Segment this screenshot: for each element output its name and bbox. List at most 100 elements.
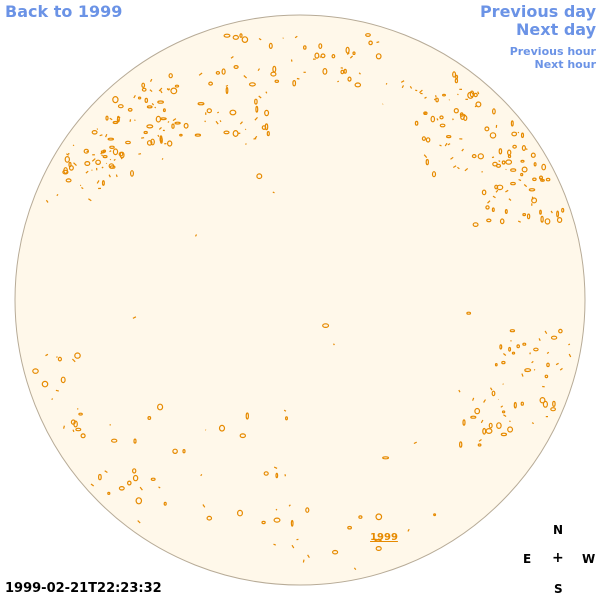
active-region-contour [556, 217, 563, 224]
previous-hour-link[interactable]: Previous hour [509, 45, 596, 58]
active-region-contour [499, 344, 503, 350]
active-region-contour [331, 54, 336, 59]
active-region-contour [117, 104, 124, 109]
active-region-contour [174, 121, 181, 125]
active-region-contour [568, 353, 572, 358]
active-region-contour [346, 52, 350, 55]
active-region-contour [442, 93, 447, 97]
active-region-contour [167, 120, 170, 123]
active-region-contour [41, 380, 49, 388]
active-region-contour [425, 137, 431, 143]
active-region-contour [75, 427, 82, 432]
active-region-contour [174, 84, 180, 88]
active-region-contour [70, 419, 76, 425]
active-region-contour [102, 155, 108, 159]
active-region-contour [118, 151, 124, 157]
active-region-contour [283, 409, 287, 412]
active-region-contour [470, 415, 477, 419]
active-region-contour [495, 189, 499, 193]
active-region-contour [510, 120, 514, 127]
active-region-contour [531, 197, 538, 204]
active-region-contour [155, 115, 162, 123]
active-region-contour [137, 96, 142, 100]
active-region-contour [67, 152, 70, 155]
previous-day-link[interactable]: Previous day [479, 2, 596, 21]
active-region-contour [528, 188, 536, 192]
active-region-contour [492, 195, 496, 199]
active-region-contour [498, 148, 503, 155]
active-region-contour [375, 53, 382, 60]
active-region-contour [45, 199, 49, 203]
next-hour-link[interactable]: Next hour [534, 58, 597, 71]
active-region-contour [523, 184, 528, 188]
active-region-contour [337, 80, 340, 83]
active-region-contour [272, 191, 275, 194]
active-region-contour [134, 119, 136, 122]
active-region-contour [320, 53, 326, 59]
year-link[interactable]: 1999 [370, 532, 398, 543]
active-region-contour [206, 108, 212, 114]
active-region-contour [143, 130, 148, 135]
active-region-contour [232, 130, 239, 138]
active-region-contour [225, 84, 229, 87]
active-region-contour [561, 207, 565, 213]
active-region-contour [292, 79, 297, 87]
active-region-contour [505, 168, 507, 171]
active-region-contour [486, 218, 492, 223]
back-to-year-link[interactable]: Back to 1999 [5, 2, 123, 21]
active-region-contour [494, 184, 499, 190]
active-region-contour [358, 515, 363, 519]
active-region-contour [102, 149, 107, 153]
active-region-contour [110, 438, 118, 443]
active-region-contour [423, 154, 428, 158]
active-region-contour [546, 351, 550, 354]
active-region-contour [425, 158, 429, 166]
active-region-contour [558, 328, 563, 334]
active-region-contour [459, 441, 463, 448]
active-region-contour [141, 87, 147, 92]
active-region-contour [365, 33, 371, 37]
active-region-contour [487, 200, 491, 204]
active-region-contour [520, 172, 524, 177]
active-region-contour [302, 45, 307, 50]
active-region-contour [158, 87, 163, 92]
active-region-contour [81, 186, 84, 190]
active-region-contour [472, 222, 479, 228]
active-region-contour [552, 400, 556, 407]
active-region-contour [62, 169, 69, 175]
active-region-contour [264, 109, 270, 117]
active-region-contour [450, 156, 454, 160]
active-region-contour [489, 387, 493, 391]
active-region-contour [542, 400, 549, 408]
active-region-contour [477, 91, 480, 95]
active-region-contour [229, 109, 237, 116]
active-region-contour [158, 126, 162, 130]
active-region-contour [223, 33, 231, 38]
active-region-contour [241, 36, 249, 43]
active-region-contour [171, 123, 175, 129]
active-region-contour [217, 111, 220, 114]
active-region-contour [255, 105, 259, 113]
active-region-contour [530, 152, 536, 158]
active-region-contour [503, 353, 507, 356]
active-region-contour [172, 448, 178, 454]
active-region-contour [72, 144, 75, 147]
active-region-contour [518, 178, 522, 182]
active-region-contour [457, 166, 460, 170]
compass-east-label: E [523, 552, 532, 566]
active-region-contour [74, 352, 81, 359]
active-region-contour [550, 407, 556, 412]
active-region-contour [113, 158, 116, 161]
active-region-contour [452, 71, 457, 78]
active-region-contour [64, 155, 71, 163]
active-region-contour [182, 449, 186, 454]
active-region-contour [475, 101, 482, 108]
active-region-contour [517, 220, 521, 223]
active-region-contour [161, 158, 164, 160]
active-region-contour [112, 148, 119, 156]
next-day-link[interactable]: Next day [516, 20, 596, 39]
active-region-contour [107, 137, 115, 141]
active-region-contour [568, 343, 571, 346]
active-region-contour [484, 126, 490, 132]
active-region-contour [132, 316, 137, 319]
